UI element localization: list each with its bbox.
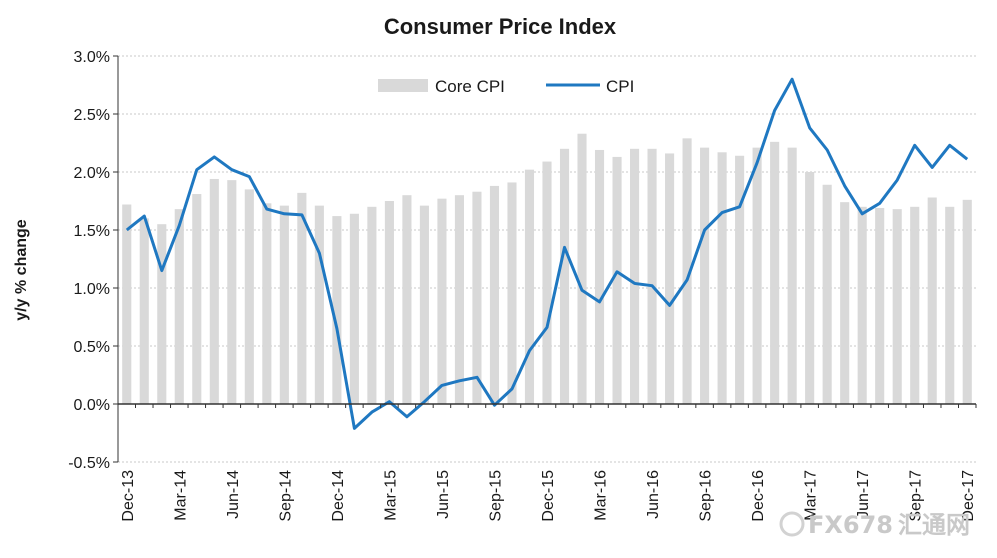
- y-tick-label: 0.5%: [74, 339, 110, 356]
- core-cpi-bar: [770, 141, 780, 404]
- x-tick-label: Mar-17: [803, 470, 820, 521]
- core-cpi-bar: [157, 224, 167, 404]
- core-cpi-bar: [349, 213, 359, 404]
- x-tick-label: Dec-16: [750, 470, 767, 522]
- core-cpi-bar: [612, 156, 622, 404]
- core-cpi-bar: [297, 192, 307, 404]
- cpi-line-group: [125, 77, 969, 430]
- y-axis-label: y/y % change: [13, 219, 30, 320]
- core-cpi-bar: [700, 147, 710, 404]
- core-cpi-bar: [805, 172, 815, 404]
- core-cpi-bar: [892, 209, 902, 404]
- y-tick-label: -0.5%: [68, 455, 110, 472]
- core-cpi-bar: [822, 184, 832, 404]
- x-tick-label: Dec-15: [540, 470, 557, 522]
- core-cpi-bar: [402, 195, 412, 404]
- core-cpi-bar: [262, 203, 272, 404]
- watermark-brand: FX678: [808, 511, 893, 539]
- x-tick-label: Sep-16: [698, 470, 715, 522]
- core-cpi-bar: [367, 206, 377, 404]
- y-tick-labels: 3.0% 2.5% 2.0% 1.5% 1.0% 0.5% 0.0% -0.5%: [68, 49, 110, 472]
- core-cpi-bar: [507, 182, 517, 404]
- core-cpi-bar: [665, 153, 675, 404]
- x-tick-label: Mar-15: [382, 470, 399, 521]
- x-tick-label: Jun-16: [645, 470, 662, 519]
- core-cpi-bar: [787, 147, 797, 404]
- core-cpi-bar: [629, 148, 640, 404]
- core-cpi-bar: [489, 185, 500, 404]
- core-cpi-bar: [419, 205, 429, 404]
- core-cpi-bar: [122, 204, 132, 404]
- core-cpi-bar: [927, 197, 937, 404]
- legend-label-core-cpi: Core CPI: [435, 77, 505, 96]
- core-cpi-bar: [192, 194, 202, 404]
- x-tick-labels: Dec-13 Mar-14 Jun-14 Sep-14 Dec-14 Mar-15 Jun-…: [120, 470, 977, 522]
- core-cpi-bar: [472, 191, 482, 404]
- core-cpi-bar: [174, 209, 184, 404]
- axes: [113, 55, 977, 463]
- y-tick-label: 1.5%: [74, 223, 110, 240]
- core-cpi-bar: [647, 148, 657, 404]
- core-cpi-bar: [962, 199, 972, 404]
- legend-label-cpi: CPI: [606, 77, 634, 96]
- x-tick-label: Jun-14: [225, 470, 242, 519]
- core-cpi-bar: [454, 195, 465, 404]
- core-cpi-bar: [437, 198, 447, 404]
- core-cpi-bar: [735, 155, 745, 404]
- core-cpi-bar: [875, 207, 885, 404]
- core-cpi-bar: [542, 161, 552, 404]
- core-cpi-bar: [314, 205, 324, 404]
- x-tick-label: Dec-13: [120, 470, 137, 522]
- chart-title: Consumer Price Index: [384, 14, 617, 39]
- core-cpi-bar: [139, 218, 149, 404]
- core-cpi-bar: [227, 180, 237, 404]
- core-cpi-bar: [910, 206, 920, 404]
- y-tick-label: 1.0%: [74, 281, 110, 298]
- x-tick-label: Sep-17: [908, 470, 925, 522]
- watermark-suffix: 汇通网: [898, 511, 970, 539]
- core-cpi-bar: [840, 202, 850, 404]
- core-cpi-bar: [857, 206, 867, 404]
- x-tick-label: Jun-17: [855, 470, 872, 519]
- y-tick-label: 3.0%: [74, 49, 110, 66]
- y-tick-label: 0.0%: [74, 397, 110, 414]
- x-tick-label: Sep-15: [488, 470, 505, 522]
- core-cpi-bar: [244, 189, 254, 404]
- watermark-logo-icon: [779, 511, 805, 537]
- core-cpi-bar: [384, 201, 394, 404]
- y-tick-label: 2.0%: [74, 165, 110, 182]
- core-cpi-bar: [945, 206, 955, 404]
- x-tick-label: Mar-14: [172, 470, 189, 521]
- core-cpi-bar: [332, 216, 342, 404]
- x-tick-label: Mar-16: [593, 470, 610, 521]
- watermark: FX678 汇通网: [779, 511, 970, 539]
- core-cpi-bars: [122, 133, 972, 405]
- core-cpi-bar: [577, 133, 587, 404]
- x-tick-label: Dec-14: [330, 470, 347, 522]
- legend-swatch-core-cpi: [378, 79, 428, 92]
- core-cpi-bar: [717, 152, 727, 404]
- y-tick-label: 2.5%: [74, 107, 110, 124]
- core-cpi-bar: [682, 138, 692, 405]
- x-tick-label: Sep-14: [277, 470, 294, 522]
- core-cpi-bar: [559, 148, 570, 404]
- cpi-line: [125, 77, 969, 430]
- core-cpi-bar: [524, 169, 535, 404]
- x-tick-label: Dec-17: [960, 470, 977, 522]
- core-cpi-bar: [752, 147, 762, 404]
- legend: Core CPI CPI: [378, 77, 634, 96]
- core-cpi-bar: [594, 149, 605, 404]
- core-cpi-bar: [209, 178, 219, 404]
- core-cpi-bar: [279, 205, 289, 404]
- x-tick-label: Jun-15: [435, 470, 452, 519]
